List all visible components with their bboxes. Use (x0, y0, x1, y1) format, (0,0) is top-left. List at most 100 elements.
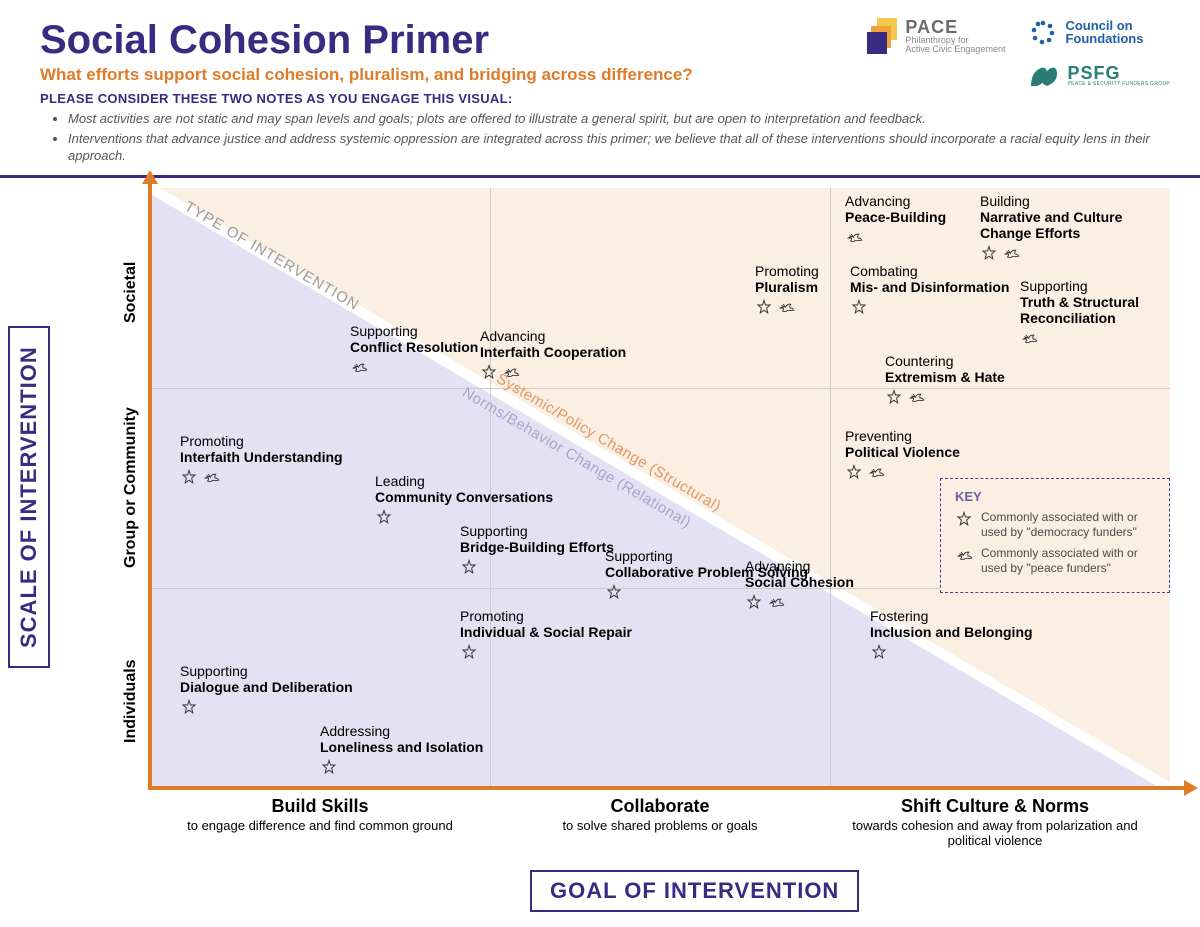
psfg-logo-icon (1029, 62, 1059, 88)
intervention-item: CounteringExtremism & Hate (885, 353, 1005, 407)
item-verb: Advancing (480, 328, 626, 344)
item-icons (1020, 330, 1170, 348)
star-icon (320, 759, 338, 777)
star-icon (870, 644, 888, 662)
item-noun: Narrative and Culture Change Efforts (980, 209, 1150, 241)
item-noun: Individual & Social Repair (460, 624, 632, 640)
key-peace-row: Commonly associated with or used by "pea… (955, 546, 1155, 576)
item-verb: Promoting (755, 263, 819, 279)
item-verb: Advancing (745, 558, 854, 574)
cof-logo-icon (1029, 18, 1057, 46)
star-icon (460, 644, 478, 662)
intervention-item: SupportingDialogue and Deliberation (180, 663, 353, 717)
intervention-item: AdvancingSocial Cohesion (745, 558, 854, 612)
star-icon (755, 299, 773, 317)
x-label-build-sub: to engage difference and find common gro… (180, 818, 460, 833)
psfg-name: PSFG (1067, 64, 1170, 82)
item-noun: Truth & Structural Reconciliation (1020, 294, 1170, 326)
item-icons (850, 299, 1009, 317)
dove-icon (1020, 330, 1038, 348)
dove-icon (350, 359, 368, 377)
item-noun: Inclusion and Belonging (870, 624, 1033, 640)
note-item: Most activities are not static and may s… (68, 110, 1160, 128)
item-noun: Interfaith Understanding (180, 449, 343, 465)
x-label-build-main: Build Skills (180, 796, 460, 817)
y-axis-line (148, 180, 152, 790)
item-verb: Promoting (180, 433, 343, 449)
note-item: Interventions that advance justice and a… (68, 130, 1160, 165)
x-label-shift: Shift Culture & Norms towards cohesion a… (850, 796, 1140, 848)
notes-header: PLEASE CONSIDER THESE TWO NOTES AS YOU E… (40, 91, 1160, 106)
dove-icon (767, 594, 785, 612)
x-axis-arrow (1184, 780, 1198, 796)
key-peace-text: Commonly associated with or used by "pea… (981, 546, 1155, 576)
y-axis-title: SCALE OF INTERVENTION (8, 326, 50, 668)
key-legend: KEY Commonly associated with or used by … (940, 478, 1170, 593)
intervention-item: SupportingConflict Resolution (350, 323, 478, 377)
key-title: KEY (955, 489, 1155, 504)
x-label-shift-sub: towards cohesion and away from polarizat… (850, 818, 1140, 848)
pace-tagline: Active Civic Engagement (905, 45, 1005, 54)
x-label-collab-sub: to solve shared problems or goals (520, 818, 800, 833)
item-noun: Conflict Resolution (350, 339, 478, 355)
star-icon (180, 469, 198, 487)
psfg-tagline: PEACE & SECURITY FUNDERS GROUP (1067, 82, 1170, 87)
item-verb: Combating (850, 263, 1009, 279)
item-verb: Building (980, 193, 1150, 209)
x-label-collaborate: Collaborate to solve shared problems or … (520, 796, 800, 833)
star-icon (605, 584, 623, 602)
dove-icon (907, 389, 925, 407)
item-verb: Addressing (320, 723, 483, 739)
item-verb: Leading (375, 473, 553, 489)
x-label-shift-main: Shift Culture & Norms (850, 796, 1140, 817)
chart: SCALE OF INTERVENTION GOAL OF INTERVENTI… (0, 178, 1200, 918)
key-democracy-text: Commonly associated with or used by "dem… (981, 510, 1155, 540)
intervention-item: CombatingMis- and Disinformation (850, 263, 1009, 317)
pace-logo: PACE Philanthropy for Active Civic Engag… (867, 18, 1005, 54)
intervention-item: SupportingTruth & Structural Reconciliat… (1020, 278, 1170, 348)
item-noun: Pluralism (755, 279, 819, 295)
item-icons (480, 364, 626, 382)
item-noun: Social Cohesion (745, 574, 854, 590)
x-label-collab-main: Collaborate (520, 796, 800, 817)
pace-name: PACE (905, 18, 1005, 36)
item-noun: Mis- and Disinformation (850, 279, 1009, 295)
item-verb: Supporting (180, 663, 353, 679)
y-label-community: Group or Community (122, 407, 140, 568)
star-icon (180, 699, 198, 717)
y-label-societal: Societal (122, 261, 140, 322)
star-icon (850, 299, 868, 317)
intervention-item: PromotingInterfaith Understanding (180, 433, 343, 487)
dove-icon (202, 469, 220, 487)
item-icons (755, 299, 819, 317)
psfg-logo: PSFG PEACE & SECURITY FUNDERS GROUP (1029, 62, 1170, 88)
item-verb: Countering (885, 353, 1005, 369)
star-icon (460, 559, 478, 577)
dove-icon (502, 364, 520, 382)
item-noun: Loneliness and Isolation (320, 739, 483, 755)
item-icons (745, 594, 854, 612)
item-noun: Interfaith Cooperation (480, 344, 626, 360)
x-axis-line (148, 786, 1186, 790)
intervention-item: PromotingPluralism (755, 263, 819, 317)
star-icon (980, 245, 998, 263)
pace-logo-icon (867, 18, 897, 54)
intervention-item: SupportingBridge-Building Efforts (460, 523, 614, 577)
dove-icon (1002, 245, 1020, 263)
grid-vertical (830, 188, 831, 788)
header: Social Cohesion Primer What efforts supp… (0, 0, 1200, 165)
item-verb: Preventing (845, 428, 960, 444)
dove-icon (955, 547, 973, 565)
cof-logo: Council on Foundations (1029, 18, 1170, 46)
item-icons (870, 644, 1033, 662)
x-label-build: Build Skills to engage difference and fi… (180, 796, 460, 833)
y-label-individuals: Individuals (122, 659, 140, 743)
item-noun: Peace-Building (845, 209, 946, 225)
item-icons (320, 759, 483, 777)
item-verb: Supporting (460, 523, 614, 539)
star-icon (885, 389, 903, 407)
item-icons (460, 559, 614, 577)
item-icons (460, 644, 632, 662)
item-icons (180, 469, 343, 487)
intervention-item: FosteringInclusion and Belonging (870, 608, 1033, 662)
